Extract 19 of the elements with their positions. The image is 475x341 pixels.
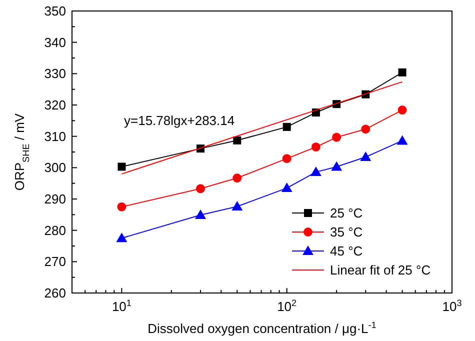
x-axis-title: Dissolved oxygen concentration / μg·L$^{-1}$ [148, 320, 376, 336]
y-tick-label: 270 [44, 254, 66, 270]
legend-label: Linear fit of 25 °C [330, 262, 431, 278]
legend-label: 45 °C [330, 244, 363, 259]
y-tick-label: 290 [44, 192, 66, 207]
legend-label: 25 °C [330, 206, 363, 221]
y-tick-label: 340 [44, 34, 66, 50]
x-tick-label: 10$^{2}$ [277, 298, 297, 314]
y-tick-label: 330 [44, 66, 66, 82]
y-tick-label: 310 [44, 128, 66, 144]
y-tick-label: 350 [44, 4, 66, 19]
annotation: y=15.78lgx+283.14 [124, 113, 235, 128]
y-tick-label: 300 [44, 160, 66, 176]
y-tick-label: 280 [44, 222, 66, 238]
legend-label: 35 °C [330, 224, 363, 240]
y-tick-label: 260 [44, 286, 66, 301]
x-tick-label: 10$^{3}$ [442, 298, 462, 314]
x-tick-label: 10$^{1}$ [112, 298, 132, 314]
y-tick-label: 320 [44, 98, 66, 113]
